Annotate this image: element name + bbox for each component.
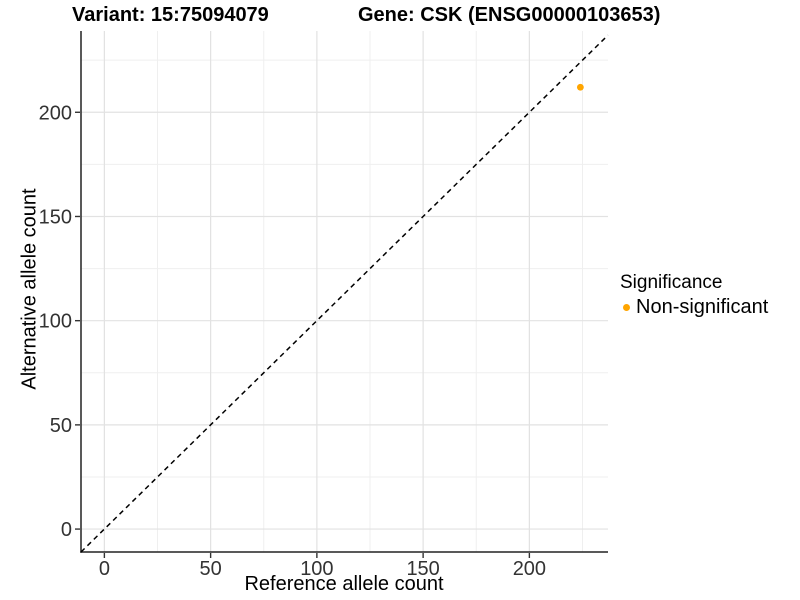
legend-item-non-significant: Non-significant — [620, 296, 768, 319]
legend-item-label: Non-significant — [636, 296, 769, 318]
x-axis-title: Reference allele count — [244, 573, 444, 595]
y-tick-label: 100 — [39, 311, 72, 333]
y-axis-title: Alternative allele count — [18, 188, 41, 390]
legend-point-icon — [623, 304, 630, 311]
y-tick-label: 50 — [50, 415, 72, 437]
x-tick-label: 0 — [99, 558, 110, 580]
x-tick-label: 200 — [513, 558, 546, 580]
identity-reference-line — [80, 34, 609, 553]
y-tick-label: 0 — [61, 519, 72, 541]
x-tick-label: 150 — [406, 558, 439, 580]
x-tick-label: 100 — [300, 558, 333, 580]
y-tick-label: 150 — [39, 206, 72, 228]
variant-title: Variant: 15:75094079 — [72, 4, 269, 26]
legend: Significance Non-significant — [620, 272, 768, 319]
legend-title: Significance — [620, 272, 723, 293]
x-tick-label: 50 — [200, 558, 222, 580]
data-point — [576, 83, 584, 91]
y-tick-label: 200 — [39, 102, 72, 124]
gene-title: Gene: CSK (ENSG00000103653) — [358, 4, 661, 26]
